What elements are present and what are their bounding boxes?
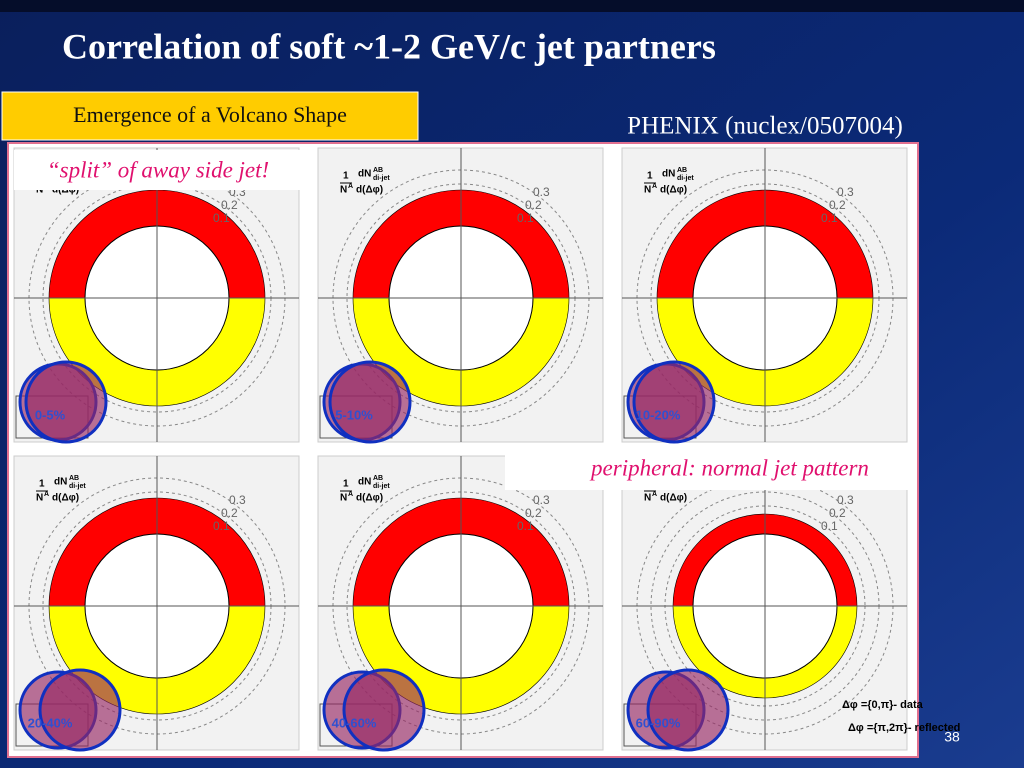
highlight (24, 360, 108, 444)
top-band (0, 0, 1024, 12)
axis-label: di-jet (69, 483, 86, 490)
axis-label: d(Δφ) (356, 185, 383, 196)
axis-label: d(Δφ) (660, 185, 687, 196)
ring-label: 0.1 (517, 211, 534, 225)
axis-label: N (36, 493, 43, 504)
ring-label: 0.1 (517, 519, 534, 533)
highlight (632, 360, 716, 444)
axis-label: d(Δφ) (660, 493, 687, 504)
axis-label: N (340, 493, 347, 504)
slide-title: Correlation of soft ~1-2 GeV/c jet partn… (62, 26, 716, 66)
highlight (38, 668, 122, 752)
axis-label: A (44, 491, 49, 498)
ring-label: 0.3 (533, 493, 550, 507)
reference: PHENIX (nuclex/0507004) (627, 113, 903, 140)
ring-label: 0.2 (829, 198, 846, 212)
axis-label: AB (373, 475, 383, 482)
axis-label: di-jet (373, 483, 390, 490)
axis-label: A (348, 491, 353, 498)
legend-entry: Δφ ={0,π}- data (842, 699, 924, 711)
axis-label: dN (358, 169, 371, 180)
panel-label: 0-5% (35, 407, 66, 422)
axis-label: A (652, 491, 657, 498)
subtitle-box (1, 91, 419, 141)
axis-label: N (644, 185, 651, 196)
legend-entry: Δφ ={π,2π}- reflected (848, 722, 960, 734)
axis-label: N (36, 185, 43, 196)
axis-label: A (652, 183, 657, 190)
callout-box (505, 450, 915, 490)
panel-label: 20-40% (28, 715, 73, 730)
panel-label: 5-10% (335, 407, 373, 422)
axis-label: di-jet (373, 175, 390, 182)
ring-label: 0.2 (525, 506, 542, 520)
axis-label: dN (358, 477, 371, 488)
axis-label: AB (677, 167, 687, 174)
axis-label: dN (54, 477, 67, 488)
axis-label: 1 (39, 479, 45, 490)
axis-label: AB (69, 475, 79, 482)
ring-label: 0.3 (533, 185, 550, 199)
axis-label: 1 (343, 171, 349, 182)
overlays: 0-5% 5-10% 10-20% 20-40% 40-60% 60-90% (18, 360, 730, 752)
axis-label: d(Δφ) (356, 493, 383, 504)
ring-label: 0.1 (821, 519, 838, 533)
ring-label: 0.3 (229, 493, 246, 507)
axis-label: di-jet (677, 175, 694, 182)
callout-split: “split” of away side jet! (47, 157, 269, 182)
ring-label: 0.2 (525, 198, 542, 212)
ring-label: 0.1 (821, 211, 838, 225)
panel-label: 10-20% (636, 407, 681, 422)
page-number: 38 (944, 729, 960, 745)
ring-label: 0.2 (221, 198, 238, 212)
subtitle: Emergence of a Volcano Shape (73, 102, 347, 127)
axis-label: dN (662, 169, 675, 180)
highlight (342, 668, 426, 752)
axis-label: d(Δφ) (52, 185, 79, 196)
ring-label: 0.3 (837, 493, 854, 507)
callout-peripheral: peripheral: normal jet pattern (589, 455, 869, 480)
axis-label: A (348, 183, 353, 190)
ring-label: 0.1 (213, 519, 230, 533)
panel-label: 60-90% (636, 715, 681, 730)
axis-label: d(Δφ) (52, 493, 79, 504)
ring-label: 0.3 (837, 185, 854, 199)
highlight (646, 668, 730, 752)
axis-label: AB (373, 167, 383, 174)
ring-label: 0.2 (221, 506, 238, 520)
callout-box (14, 150, 302, 190)
panel-label: 40-60% (332, 715, 377, 730)
axis-label: 1 (343, 479, 349, 490)
axis-label: N (644, 493, 651, 504)
ring-label: 0.2 (829, 506, 846, 520)
axis-label: 1 (647, 171, 653, 182)
ring-label: 0.1 (213, 211, 230, 225)
highlight (328, 360, 412, 444)
axis-label: N (340, 185, 347, 196)
